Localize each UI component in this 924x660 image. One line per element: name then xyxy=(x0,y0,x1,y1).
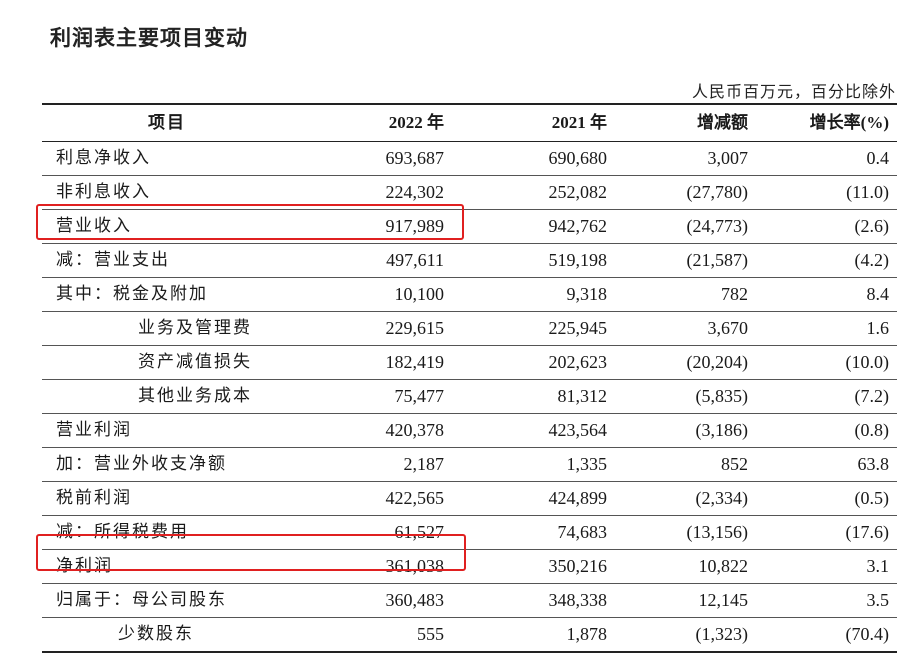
table-row: 其中：税金及附加 10,100 9,318 782 8.4 xyxy=(42,278,897,312)
row-2022: 61,527 xyxy=(394,522,445,542)
row-item: 资产减值损失 xyxy=(138,352,252,372)
row-2022: 2,187 xyxy=(403,454,445,474)
table-row: 税前利润 422,565 424,899 (2,334) (0.5) xyxy=(42,482,897,516)
row-item: 少数股东 xyxy=(118,624,194,644)
header-2022: 2022 年 xyxy=(388,113,444,132)
table-row: 净利润 361,038 350,216 10,822 3.1 xyxy=(42,550,897,584)
table-row: 利息净收入 693,687 690,680 3,007 0.4 xyxy=(42,142,897,176)
row-change: 10,822 xyxy=(698,556,749,576)
row-rate: 1.6 xyxy=(866,318,890,338)
row-2021: 9,318 xyxy=(566,284,608,304)
table-row: 业务及管理费 229,615 225,945 3,670 1.6 xyxy=(42,312,897,346)
row-2022: 182,419 xyxy=(385,352,445,372)
row-item: 利息净收入 xyxy=(56,148,151,168)
row-2021: 690,680 xyxy=(548,148,608,168)
row-2022: 360,483 xyxy=(385,590,445,610)
row-2022: 229,615 xyxy=(385,318,445,338)
row-change: 3,007 xyxy=(707,148,749,168)
header-2021: 2021 年 xyxy=(551,113,607,132)
row-2021: 225,945 xyxy=(548,318,608,338)
row-2022: 917,989 xyxy=(385,216,445,236)
row-2021: 519,198 xyxy=(548,250,608,270)
row-2021: 348,338 xyxy=(548,590,608,610)
row-2021: 1,878 xyxy=(566,624,608,644)
row-rate: 3.1 xyxy=(866,556,890,576)
row-rate: (10.0) xyxy=(845,352,890,372)
row-item: 加：营业外收支净额 xyxy=(56,454,227,474)
row-change: (1,323) xyxy=(695,624,749,644)
page-title: 利润表主要项目变动 xyxy=(50,26,248,50)
row-2022: 422,565 xyxy=(385,488,445,508)
row-rate: (70.4) xyxy=(845,624,890,644)
row-rate: 63.8 xyxy=(857,454,890,474)
table-row: 减：营业支出 497,611 519,198 (21,587) (4.2) xyxy=(42,244,897,278)
row-change: 3,670 xyxy=(707,318,749,338)
table-row: 资产减值损失 182,419 202,623 (20,204) (10.0) xyxy=(42,346,897,380)
row-2022: 361,038 xyxy=(385,556,445,576)
row-item: 营业收入 xyxy=(56,216,132,236)
row-2021: 423,564 xyxy=(548,420,608,440)
row-2021: 252,082 xyxy=(548,182,608,202)
row-rate: (0.5) xyxy=(854,488,890,508)
row-rate: 3.5 xyxy=(866,590,890,610)
row-item: 减：营业支出 xyxy=(56,250,170,270)
header-item: 项目 xyxy=(148,113,186,133)
row-change: (24,773) xyxy=(686,216,749,236)
row-change: (20,204) xyxy=(686,352,749,372)
row-change: (13,156) xyxy=(686,522,749,542)
row-item: 其他业务成本 xyxy=(138,386,252,406)
row-change: (3,186) xyxy=(695,420,749,440)
table-row: 加：营业外收支净额 2,187 1,335 852 63.8 xyxy=(42,448,897,482)
row-2021: 424,899 xyxy=(548,488,608,508)
row-item: 其中：税金及附加 xyxy=(56,284,208,304)
row-change: (27,780) xyxy=(686,182,749,202)
row-2021: 942,762 xyxy=(548,216,608,236)
table-row: 营业收入 917,989 942,762 (24,773) (2.6) xyxy=(42,210,897,244)
table-row: 营业利润 420,378 423,564 (3,186) (0.8) xyxy=(42,414,897,448)
row-rate: (4.2) xyxy=(854,250,890,270)
table-row: 归属于：母公司股东 360,483 348,338 12,145 3.5 xyxy=(42,584,897,618)
row-item: 归属于：母公司股东 xyxy=(56,590,227,610)
row-2022: 10,100 xyxy=(394,284,445,304)
row-rate: (0.8) xyxy=(854,420,890,440)
row-2021: 202,623 xyxy=(548,352,608,372)
row-2021: 74,683 xyxy=(557,522,608,542)
row-rate: 0.4 xyxy=(866,148,890,168)
row-2022: 497,611 xyxy=(386,250,444,270)
unit-note: 人民币百万元，百分比除外 xyxy=(691,82,896,101)
row-item: 业务及管理费 xyxy=(138,318,252,338)
row-2021: 350,216 xyxy=(548,556,608,576)
row-rate: (7.2) xyxy=(854,386,890,406)
row-rate: 8.4 xyxy=(866,284,890,304)
income-statement-table: 项目 2022 年 2021 年 增减额 增长率(%) 利息净收入 693,68… xyxy=(42,103,897,653)
row-item: 减：所得税费用 xyxy=(56,522,189,542)
row-2021: 81,312 xyxy=(557,386,608,406)
row-change: (21,587) xyxy=(686,250,749,270)
row-2022: 224,302 xyxy=(385,182,445,202)
row-2022: 75,477 xyxy=(394,386,445,406)
table-row: 其他业务成本 75,477 81,312 (5,835) (7.2) xyxy=(42,380,897,414)
table-row: 减：所得税费用 61,527 74,683 (13,156) (17.6) xyxy=(42,516,897,550)
row-change: (2,334) xyxy=(695,488,749,508)
row-rate: (2.6) xyxy=(854,216,890,236)
row-change: (5,835) xyxy=(695,386,749,406)
row-item: 非利息收入 xyxy=(56,182,151,202)
header-rate: 增长率(%) xyxy=(809,113,889,132)
row-2022: 420,378 xyxy=(385,420,445,440)
row-item: 营业利润 xyxy=(56,420,132,440)
row-2022: 693,687 xyxy=(385,148,445,168)
row-item: 净利润 xyxy=(56,556,113,576)
row-item: 税前利润 xyxy=(56,488,132,508)
row-rate: (11.0) xyxy=(846,182,889,202)
row-2022: 555 xyxy=(417,624,444,644)
table-header-row: 项目 2022 年 2021 年 增减额 增长率(%) xyxy=(42,103,897,142)
row-2021: 1,335 xyxy=(566,454,608,474)
row-rate: (17.6) xyxy=(845,522,890,542)
row-change: 852 xyxy=(721,454,748,474)
header-change: 增减额 xyxy=(697,113,748,132)
table-row: 非利息收入 224,302 252,082 (27,780) (11.0) xyxy=(42,176,897,210)
table-row: 少数股东 555 1,878 (1,323) (70.4) xyxy=(42,618,897,653)
row-change: 12,145 xyxy=(698,590,749,610)
row-change: 782 xyxy=(721,284,748,304)
